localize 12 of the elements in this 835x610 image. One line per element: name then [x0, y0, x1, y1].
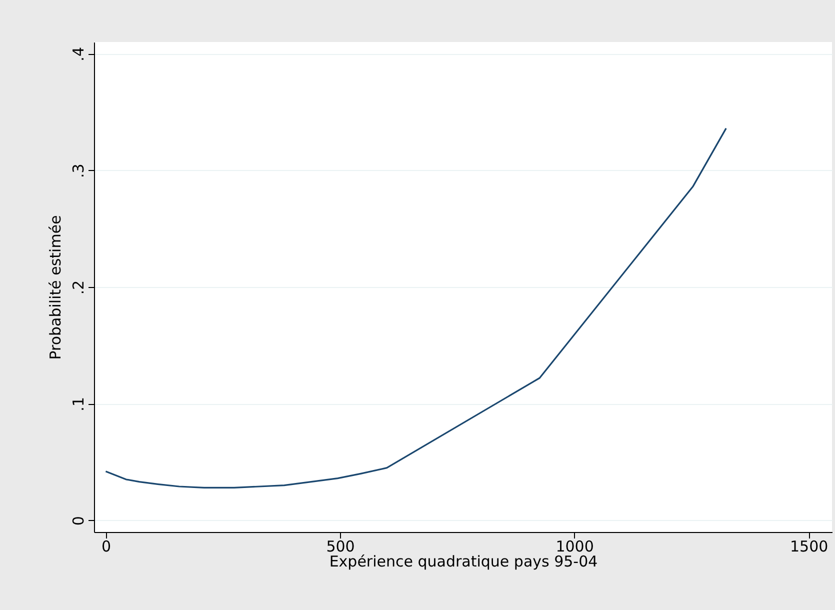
x-tick-label: 1500 [790, 538, 828, 556]
y-tick-label: .1 [70, 397, 88, 412]
line-series [104, 128, 727, 488]
x-tick-label: 1000 [556, 538, 594, 556]
x-tick-label: 500 [326, 538, 355, 556]
y-tick-label: .3 [70, 164, 88, 178]
y-tick-label: .4 [70, 47, 88, 62]
y-tick-label: 0 [70, 516, 88, 526]
y-axis-title: Probabilité estimée [46, 215, 64, 360]
x-axis-title: Expérience quadratique pays 95-04 [329, 552, 598, 570]
y-tick-label: .2 [70, 280, 88, 295]
x-tick-label: 0 [101, 538, 111, 556]
